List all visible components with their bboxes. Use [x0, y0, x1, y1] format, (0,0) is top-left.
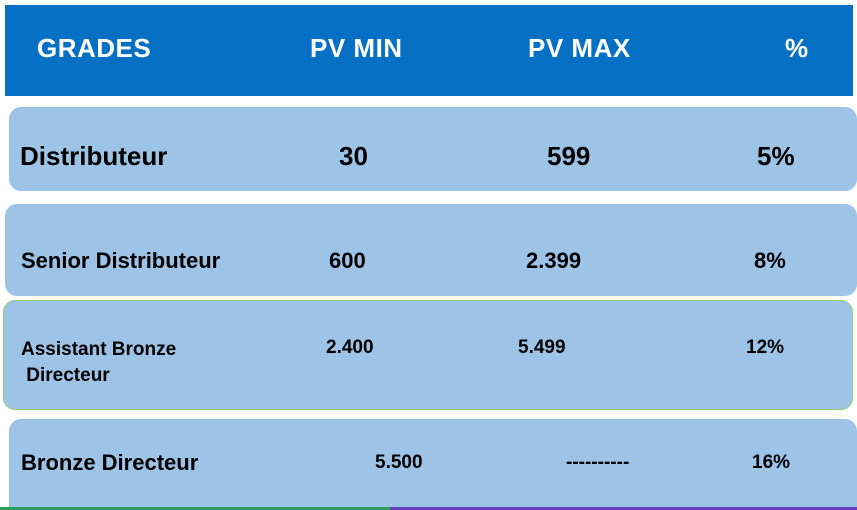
- bottom-divider-right: [390, 507, 857, 510]
- row-percent: 16%: [752, 452, 791, 473]
- row-grade: Bronze Directeur: [21, 450, 199, 475]
- row-pv-max: ----------: [566, 452, 630, 473]
- row-pv-max: 2.399: [526, 248, 582, 273]
- row-pv-min: 5.500: [375, 452, 423, 473]
- row-grade: Assistant Bronze Directeur: [21, 337, 176, 389]
- row-grade-line1: Assistant Bronze: [21, 339, 177, 360]
- table-header: GRADES PV MIN PV MAX %: [5, 5, 853, 96]
- row-pv-min: 600: [329, 248, 366, 273]
- header-grades: GRADES: [37, 33, 152, 63]
- row-pv-min: 30: [339, 141, 368, 171]
- table-row-distributeur: Distributeur 30 599 5%: [9, 107, 857, 191]
- row-percent: 5%: [757, 141, 795, 171]
- row-pv-max: 599: [547, 141, 591, 171]
- table-row-senior-distributeur: Senior Distributeur 600 2.399 8%: [5, 204, 857, 296]
- header-percent: %: [785, 33, 809, 63]
- row-percent: 12%: [746, 337, 785, 358]
- row-grade-line2: Directeur: [21, 365, 110, 386]
- table-row-bronze-directeur: Bronze Directeur 5.500 ---------- 16%: [9, 419, 857, 510]
- header-pv-min: PV MIN: [310, 33, 403, 63]
- row-pv-min: 2.400: [326, 337, 374, 358]
- row-grade: Distributeur: [20, 141, 168, 171]
- row-grade: Senior Distributeur: [21, 248, 221, 273]
- header-pv-max: PV MAX: [528, 33, 631, 63]
- table-row-assistant-bronze-directeur: Assistant Bronze Directeur 2.400 5.499 1…: [3, 300, 853, 410]
- row-percent: 8%: [754, 248, 786, 273]
- bottom-divider-left: [0, 507, 390, 510]
- row-pv-max: 5.499: [518, 337, 566, 358]
